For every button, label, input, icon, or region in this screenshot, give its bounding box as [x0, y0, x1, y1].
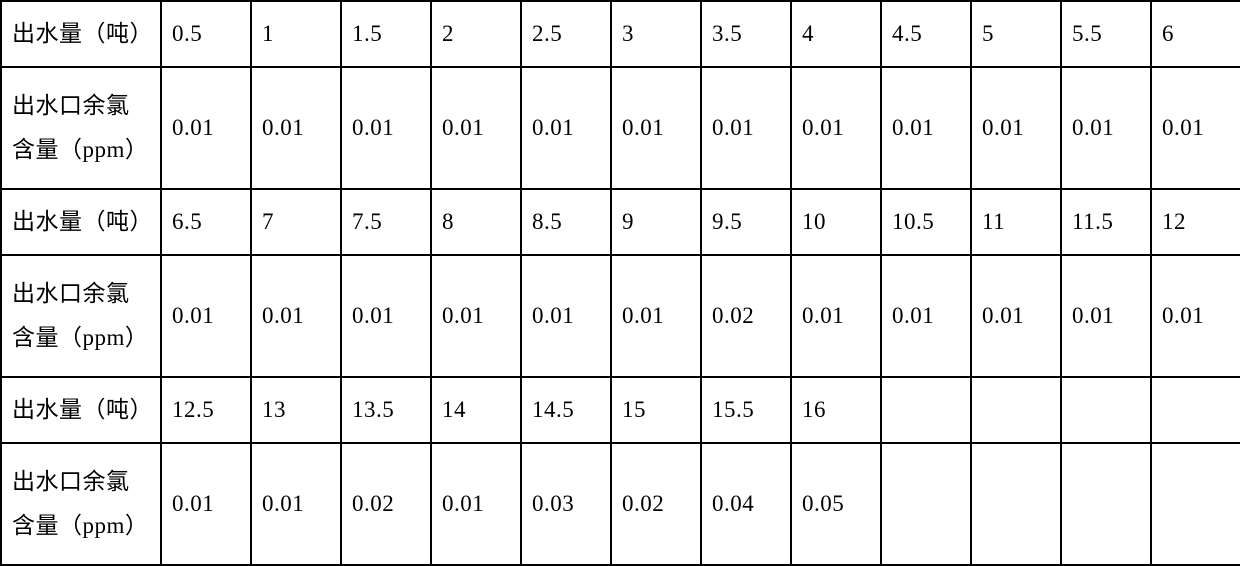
data-cell: 0.01: [341, 67, 431, 189]
data-cell: 8.5: [521, 189, 611, 255]
table-row: 出水量（吨） 0.5 1 1.5 2 2.5 3 3.5 4 4.5 5 5.5…: [1, 1, 1240, 67]
data-cell: 2: [431, 1, 521, 67]
data-cell: 8: [431, 189, 521, 255]
data-cell: [1061, 443, 1151, 565]
row-header-volume: 出水量（吨）: [1, 1, 161, 67]
data-cell: [971, 443, 1061, 565]
data-cell: 6.5: [161, 189, 251, 255]
data-cell: 0.01: [1151, 255, 1240, 377]
data-cell: 0.01: [1061, 255, 1151, 377]
row-header-chlorine: 出水口余氯含量（ppm）: [1, 255, 161, 377]
data-cell: 11.5: [1061, 189, 1151, 255]
data-cell: 13: [251, 377, 341, 443]
data-cell: 9.5: [701, 189, 791, 255]
row-header-volume: 出水量（吨）: [1, 189, 161, 255]
data-cell: 0.01: [431, 443, 521, 565]
data-cell: 0.01: [971, 67, 1061, 189]
data-cell: 0.01: [1061, 67, 1151, 189]
data-cell: 13.5: [341, 377, 431, 443]
data-cell: 0.01: [1151, 67, 1240, 189]
data-cell: [881, 443, 971, 565]
data-cell: 14: [431, 377, 521, 443]
data-cell: 0.01: [341, 255, 431, 377]
data-cell: 12.5: [161, 377, 251, 443]
data-cell: 1.5: [341, 1, 431, 67]
data-cell: 0.01: [881, 67, 971, 189]
data-cell: [1151, 443, 1240, 565]
row-header-chlorine: 出水口余氯含量（ppm）: [1, 443, 161, 565]
data-cell: 16: [791, 377, 881, 443]
data-cell: 0.01: [431, 255, 521, 377]
data-cell: 14.5: [521, 377, 611, 443]
data-cell: 10.5: [881, 189, 971, 255]
data-cell: 2.5: [521, 1, 611, 67]
table-row: 出水口余氯含量（ppm） 0.01 0.01 0.02 0.01 0.03 0.…: [1, 443, 1240, 565]
data-cell: 12: [1151, 189, 1240, 255]
data-cell: 0.03: [521, 443, 611, 565]
data-cell: 0.02: [341, 443, 431, 565]
data-cell: 0.01: [611, 67, 701, 189]
data-cell: 15: [611, 377, 701, 443]
data-cell: [971, 377, 1061, 443]
data-cell: 0.01: [161, 67, 251, 189]
data-cell: 0.01: [791, 255, 881, 377]
data-cell: 3: [611, 1, 701, 67]
row-header-volume: 出水量（吨）: [1, 377, 161, 443]
table-row: 出水口余氯含量（ppm） 0.01 0.01 0.01 0.01 0.01 0.…: [1, 67, 1240, 189]
data-cell: 9: [611, 189, 701, 255]
data-cell: 7: [251, 189, 341, 255]
data-cell: 0.5: [161, 1, 251, 67]
data-cell: 0.01: [161, 255, 251, 377]
data-cell: 0.01: [521, 67, 611, 189]
data-cell: [1151, 377, 1240, 443]
data-cell: [881, 377, 971, 443]
data-cell: 0.02: [701, 255, 791, 377]
data-cell: 5.5: [1061, 1, 1151, 67]
data-cell: 5: [971, 1, 1061, 67]
data-cell: 4.5: [881, 1, 971, 67]
data-cell: 0.01: [611, 255, 701, 377]
data-cell: 0.01: [521, 255, 611, 377]
data-cell: 0.01: [161, 443, 251, 565]
row-header-chlorine: 出水口余氯含量（ppm）: [1, 67, 161, 189]
data-cell: 11: [971, 189, 1061, 255]
data-cell: 4: [791, 1, 881, 67]
data-cell: 0.01: [431, 67, 521, 189]
data-cell: 7.5: [341, 189, 431, 255]
data-cell: 0.01: [881, 255, 971, 377]
data-cell: 0.01: [971, 255, 1061, 377]
data-cell: 6: [1151, 1, 1240, 67]
data-cell: 1: [251, 1, 341, 67]
table-row: 出水口余氯含量（ppm） 0.01 0.01 0.01 0.01 0.01 0.…: [1, 255, 1240, 377]
data-table: 出水量（吨） 0.5 1 1.5 2 2.5 3 3.5 4 4.5 5 5.5…: [0, 0, 1240, 566]
data-cell: 0.01: [791, 67, 881, 189]
data-cell: 0.04: [701, 443, 791, 565]
data-cell: [1061, 377, 1151, 443]
data-cell: 0.01: [251, 67, 341, 189]
table-row: 出水量（吨） 6.5 7 7.5 8 8.5 9 9.5 10 10.5 11 …: [1, 189, 1240, 255]
data-cell: 15.5: [701, 377, 791, 443]
data-cell: 3.5: [701, 1, 791, 67]
table-row: 出水量（吨） 12.5 13 13.5 14 14.5 15 15.5 16: [1, 377, 1240, 443]
data-cell: 10: [791, 189, 881, 255]
data-cell: 0.01: [251, 443, 341, 565]
data-cell: 0.01: [251, 255, 341, 377]
data-cell: 0.05: [791, 443, 881, 565]
data-cell: 0.01: [701, 67, 791, 189]
data-cell: 0.02: [611, 443, 701, 565]
